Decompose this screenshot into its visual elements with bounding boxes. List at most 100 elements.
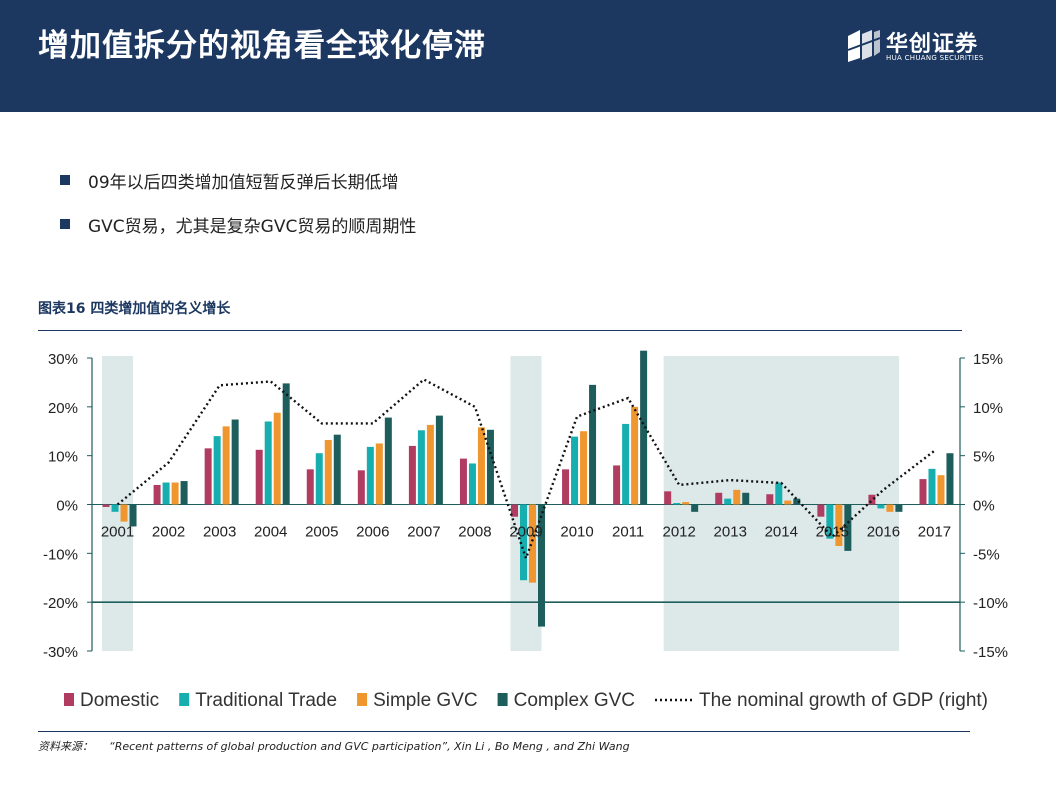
bar-traditional-trade [826, 504, 834, 539]
bar-complex-gvc [844, 504, 852, 551]
y-tick-label-right: -10% [973, 595, 1008, 612]
bullet-item: 09年以后四类增加值短暂反弹后长期低增 [60, 168, 416, 193]
recession-shade [510, 356, 542, 651]
bar-simple-gvc [273, 412, 281, 505]
x-tick-label: 2017 [918, 524, 951, 541]
x-tick-label: 2007 [407, 524, 440, 541]
x-tick-label: 2013 [714, 524, 747, 541]
bar-simple-gvc [324, 440, 332, 505]
x-tick-label: 2016 [867, 524, 900, 541]
bar-traditional-trade [366, 446, 374, 505]
bar-domestic [715, 492, 723, 505]
bar-complex-gvc [589, 384, 597, 505]
bar-domestic [102, 504, 110, 507]
bar-complex-gvc [486, 429, 494, 505]
bar-simple-gvc [426, 424, 434, 505]
bar-traditional-trade [468, 463, 476, 505]
bar-traditional-trade [162, 482, 170, 505]
logo-english-text: HUA CHUANG SECURITIES [886, 54, 984, 62]
y-tick-label-right: 5% [973, 449, 995, 466]
figure-divider [38, 330, 962, 331]
bar-domestic [919, 479, 927, 505]
bar-simple-gvc [886, 504, 894, 512]
bar-complex-gvc [231, 419, 239, 505]
bar-traditional-trade [622, 423, 630, 505]
y-tick-label-left: 0% [56, 498, 78, 515]
bar-complex-gvc [793, 498, 801, 505]
bar-complex-gvc [640, 350, 648, 505]
bullet-text: 09年以后四类增加值短暂反弹后长期低增 [88, 172, 399, 193]
bar-simple-gvc [682, 502, 690, 505]
bar-complex-gvc [333, 434, 341, 505]
legend-label: Domestic [80, 690, 159, 711]
bar-domestic [613, 465, 621, 505]
y-tick-label-right: 15% [973, 351, 1003, 368]
bar-complex-gvc [691, 504, 699, 512]
bar-domestic [306, 469, 314, 505]
bar-domestic [408, 445, 416, 505]
bar-simple-gvc [120, 504, 128, 522]
y-tick-label-left: -20% [43, 595, 78, 612]
x-tick-label: 2014 [765, 524, 798, 541]
bullet-item: GVC贸易，尤其是复杂GVC贸易的顺周期性 [60, 212, 417, 237]
bar-simple-gvc [171, 482, 179, 505]
bullet-list: 09年以后四类增加值短暂反弹后长期低增 GVC贸易，尤其是复杂GVC贸易的顺周期… [60, 168, 416, 256]
y-tick-label-left: 30% [48, 351, 78, 368]
bar-complex-gvc [129, 504, 137, 527]
x-tick-label: 2003 [203, 524, 236, 541]
bar-complex-gvc [895, 504, 903, 512]
page-title: 增加值拆分的视角看全球化停滞 [38, 28, 486, 64]
x-tick-label: 2010 [560, 524, 593, 541]
bar-domestic [511, 504, 518, 517]
bar-traditional-trade [877, 504, 885, 509]
logo-mark-icon [847, 30, 880, 62]
bar-domestic [664, 491, 672, 505]
bar-complex-gvc [180, 481, 188, 505]
bar-traditional-trade [928, 468, 936, 505]
bar-traditional-trade [264, 421, 272, 505]
source-text: “Recent patterns of global production an… [109, 740, 630, 753]
bar-simple-gvc [733, 489, 741, 505]
bar-domestic [459, 458, 467, 505]
bar-complex-gvc [282, 383, 290, 505]
bullet-text: GVC贸易，尤其是复杂GVC贸易的顺周期性 [88, 216, 417, 237]
source-divider [38, 731, 970, 732]
bar-domestic [357, 470, 365, 505]
legend-swatch [64, 693, 74, 706]
bar-complex-gvc [435, 415, 443, 505]
y-tick-label-right: -5% [973, 546, 1000, 563]
x-tick-label: 2001 [101, 524, 134, 541]
legend-label: Complex GVC [514, 690, 635, 711]
y-tick-label-right: -15% [973, 644, 1008, 661]
bar-simple-gvc [784, 500, 792, 505]
bar-complex-gvc [384, 417, 392, 505]
bar-simple-gvc [835, 504, 843, 547]
legend-swatch [497, 693, 508, 706]
y-tick-label-right: 10% [973, 400, 1003, 417]
bar-domestic [766, 494, 774, 505]
x-tick-label: 2006 [356, 524, 389, 541]
bar-domestic [153, 484, 161, 505]
bar-simple-gvc [529, 504, 536, 583]
bullet-marker-icon [60, 219, 70, 229]
bar-traditional-trade [673, 503, 681, 505]
y-tick-label-left: -30% [43, 644, 78, 661]
logo-chinese-text: 华创证券 [886, 32, 979, 57]
y-tick-label-right: 0% [973, 498, 995, 515]
bar-domestic [817, 504, 825, 517]
bar-traditional-trade [111, 504, 119, 512]
header-bar: 增加值拆分的视角看全球化停滞 华创证券 HUA CHUANG SECURITIE… [0, 0, 1056, 112]
x-tick-label: 2004 [254, 524, 287, 541]
bar-simple-gvc [222, 426, 230, 505]
bullet-marker-icon [60, 175, 70, 185]
bar-traditional-trade [775, 482, 783, 505]
bar-complex-gvc [946, 453, 954, 505]
bar-complex-gvc [742, 492, 750, 505]
x-tick-label: 2005 [305, 524, 338, 541]
legend-swatch [357, 693, 368, 706]
bar-simple-gvc [937, 475, 945, 505]
bar-traditional-trade [417, 430, 425, 505]
y-tick-label-left: 20% [48, 400, 78, 417]
legend-label: The nominal growth of GDP (right) [699, 690, 988, 711]
legend-label: Simple GVC [373, 690, 478, 711]
